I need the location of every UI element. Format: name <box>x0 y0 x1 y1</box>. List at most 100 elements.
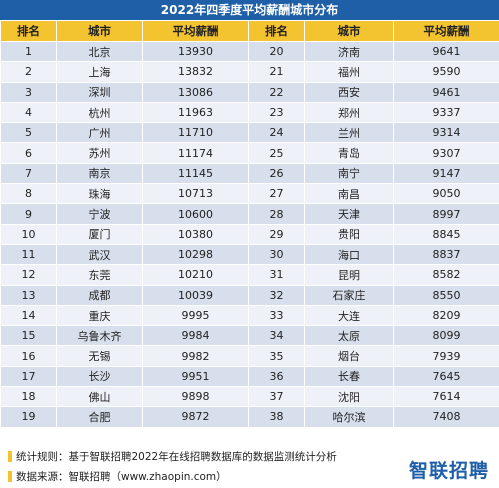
cell-city-2: 济南 <box>304 40 394 63</box>
cell-salary-2: 9050 <box>393 183 499 205</box>
cell-rank-2: 29 <box>248 223 305 245</box>
cell-rank-2: 26 <box>248 162 305 185</box>
cell-rank-2: 25 <box>248 142 305 164</box>
cell-salary: 11710 <box>142 122 249 144</box>
cell-rank: 2 <box>0 61 57 83</box>
header-salary: 平均薪酬 <box>142 20 249 42</box>
footer: 统计规则：基于智联招聘2022年在线招聘数据库的数据监测统计分析 数据来源：智联… <box>0 444 499 488</box>
cell-rank-2: 38 <box>248 406 305 428</box>
header-salary-2: 平均薪酬 <box>393 20 499 42</box>
cell-city: 合肥 <box>56 406 143 428</box>
cell-city: 苏州 <box>56 142 143 164</box>
table-row: 18 佛山 9898 37 沈阳 7614 <box>0 386 499 408</box>
table-row: 8 珠海 10713 27 南昌 9050 <box>0 183 499 205</box>
cell-city: 武汉 <box>56 243 143 266</box>
cell-rank-2: 20 <box>248 40 305 63</box>
cell-rank: 12 <box>0 264 57 286</box>
cell-rank: 11 <box>0 243 57 266</box>
cell-salary: 10600 <box>142 203 249 225</box>
cell-city-2: 大连 <box>304 304 394 327</box>
cell-salary: 9982 <box>142 345 249 367</box>
cell-salary-2: 9314 <box>393 122 499 144</box>
cell-salary: 13930 <box>142 40 249 63</box>
header-rank-2: 排名 <box>248 20 305 42</box>
cell-salary: 13086 <box>142 81 249 103</box>
cell-rank: 5 <box>0 122 57 144</box>
cell-salary: 9898 <box>142 386 249 408</box>
cell-salary-2: 8997 <box>393 203 499 225</box>
table-row: 7 南京 11145 26 南宁 9147 <box>0 162 499 185</box>
data-source-note: 数据来源：智联招聘（www.zhaopin.com） <box>8 469 227 484</box>
cell-rank: 18 <box>0 386 57 408</box>
cell-salary-2: 7614 <box>393 386 499 408</box>
cell-city-2: 海口 <box>304 243 394 266</box>
table-row: 5 广州 11710 24 兰州 9314 <box>0 122 499 144</box>
cell-city: 南京 <box>56 162 143 185</box>
cell-city-2: 西安 <box>304 81 394 103</box>
cell-rank: 14 <box>0 304 57 327</box>
cell-rank-2: 32 <box>248 284 305 306</box>
cell-rank-2: 34 <box>248 325 305 347</box>
cell-salary-2: 8845 <box>393 223 499 245</box>
table-row: 19 合肥 9872 38 哈尔滨 7408 <box>0 406 499 428</box>
cell-city: 广州 <box>56 122 143 144</box>
cell-city-2: 哈尔滨 <box>304 406 394 428</box>
cell-salary-2: 7939 <box>393 345 499 367</box>
cell-salary-2: 9307 <box>393 142 499 164</box>
cell-rank-2: 30 <box>248 243 305 266</box>
cell-rank-2: 21 <box>248 61 305 83</box>
cell-rank: 3 <box>0 81 57 103</box>
cell-salary: 10039 <box>142 284 249 306</box>
cell-city-2: 郑州 <box>304 101 394 124</box>
cell-city: 东莞 <box>56 264 143 286</box>
cell-salary-2: 9147 <box>393 162 499 185</box>
cell-city: 杭州 <box>56 101 143 124</box>
cell-salary-2: 8837 <box>393 243 499 266</box>
table-row: 9 宁波 10600 28 天津 8997 <box>0 203 499 225</box>
cell-salary: 9872 <box>142 406 249 428</box>
cell-rank-2: 36 <box>248 365 305 388</box>
cell-rank-2: 35 <box>248 345 305 367</box>
cell-salary-2: 9590 <box>393 61 499 83</box>
cell-city: 佛山 <box>56 386 143 408</box>
header-city-2: 城市 <box>304 20 394 42</box>
cell-city: 上海 <box>56 61 143 83</box>
cell-rank: 6 <box>0 142 57 164</box>
cell-city: 北京 <box>56 40 143 63</box>
table-row: 13 成都 10039 32 石家庄 8550 <box>0 284 499 306</box>
stat-rule-note: 统计规则：基于智联招聘2022年在线招聘数据库的数据监测统计分析 <box>8 449 337 464</box>
cell-rank: 13 <box>0 284 57 306</box>
cell-city-2: 沈阳 <box>304 386 394 408</box>
cell-rank-2: 27 <box>248 183 305 205</box>
cell-salary-2: 9461 <box>393 81 499 103</box>
table-row: 6 苏州 11174 25 青岛 9307 <box>0 142 499 164</box>
cell-rank: 4 <box>0 101 57 124</box>
header-rank: 排名 <box>0 20 57 42</box>
header-row: 排名 城市 平均薪酬 排名 城市 平均薪酬 <box>0 20 499 42</box>
salary-ranking-table: 排名 城市 平均薪酬 排名 城市 平均薪酬 1 北京 13930 20 济南 9641 2 上… <box>0 20 499 428</box>
cell-salary: 10380 <box>142 223 249 245</box>
cell-salary-2: 8209 <box>393 304 499 327</box>
table-row: 10 厦门 10380 29 贵阳 8845 <box>0 223 499 245</box>
cell-rank: 17 <box>0 365 57 388</box>
stat-rule-text: 统计规则：基于智联招聘2022年在线招聘数据库的数据监测统计分析 <box>16 451 337 463</box>
cell-city: 深圳 <box>56 81 143 103</box>
cell-salary: 9951 <box>142 365 249 388</box>
table-row: 3 深圳 13086 22 西安 9461 <box>0 81 499 103</box>
cell-city-2: 太原 <box>304 325 394 347</box>
bullet-mark <box>8 451 12 462</box>
cell-city: 珠海 <box>56 183 143 205</box>
cell-city-2: 昆明 <box>304 264 394 286</box>
table-row: 12 东莞 10210 31 昆明 8582 <box>0 264 499 286</box>
cell-salary-2: 8099 <box>393 325 499 347</box>
cell-city: 重庆 <box>56 304 143 327</box>
cell-city: 乌鲁木齐 <box>56 325 143 347</box>
cell-salary: 9995 <box>142 304 249 327</box>
cell-rank: 9 <box>0 203 57 225</box>
table-row: 14 重庆 9995 33 大连 8209 <box>0 304 499 327</box>
cell-salary-2: 7645 <box>393 365 499 388</box>
data-source-text: 数据来源：智联招聘（www.zhaopin.com） <box>16 471 227 483</box>
cell-rank-2: 31 <box>248 264 305 286</box>
cell-salary-2: 7408 <box>393 406 499 428</box>
